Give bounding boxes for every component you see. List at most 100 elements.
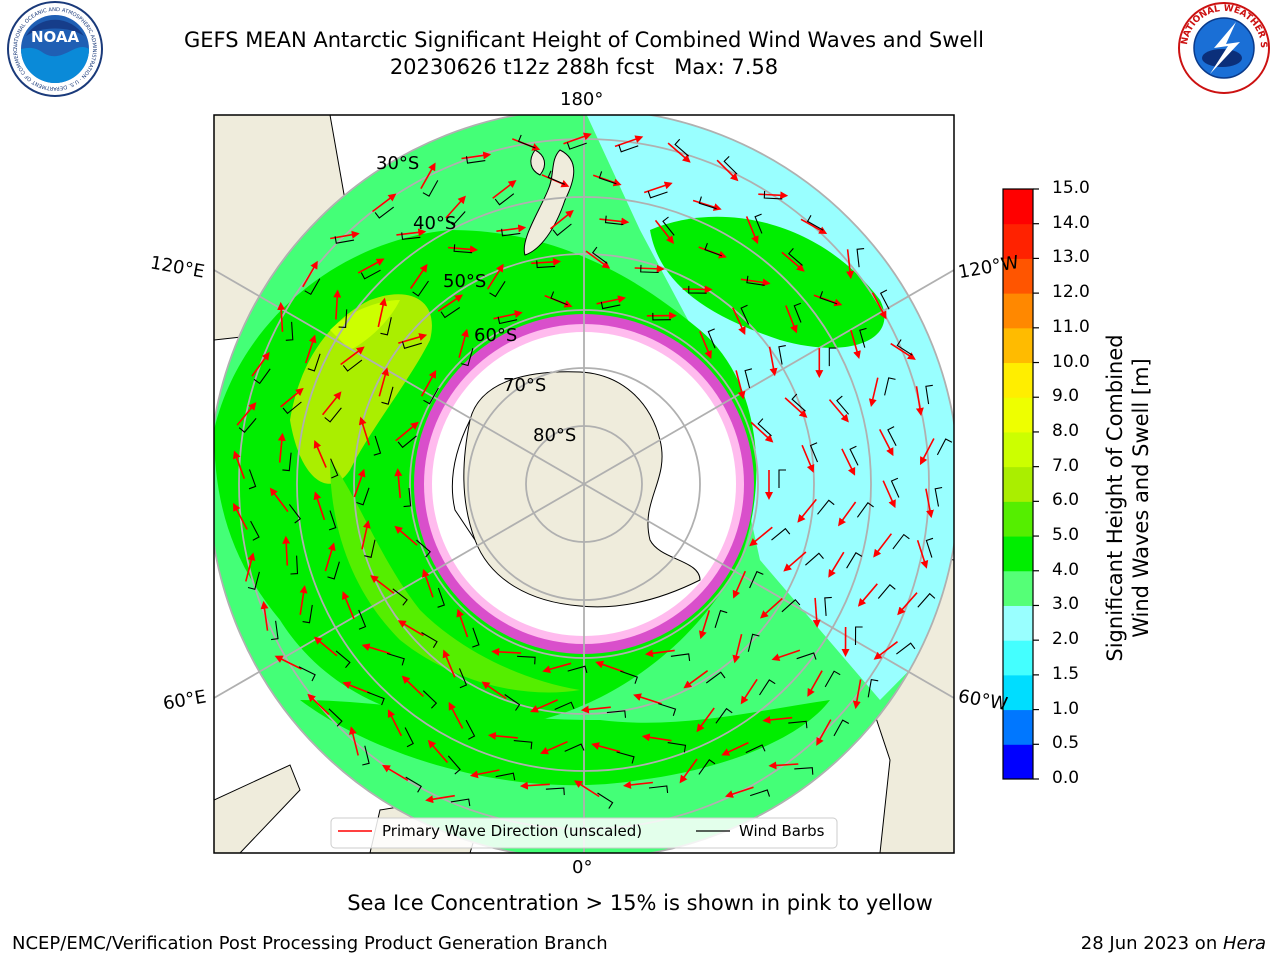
wind-barb — [817, 499, 835, 515]
wave-direction-arrow — [437, 294, 464, 312]
wave-direction-arrow — [361, 643, 391, 655]
colorbar-tick-label: 13.0 — [1052, 247, 1090, 268]
wind-barb — [298, 666, 316, 682]
wind-barb — [698, 759, 716, 775]
wave-direction-arrow — [542, 662, 572, 674]
wind-barb — [824, 596, 832, 616]
wave-direction-arrows — [232, 132, 935, 804]
noaa-logo: NOAA NATIONAL OCEANIC AND ATMOSPHERIC AD… — [0, 1, 103, 97]
wave-direction-arrow — [341, 591, 355, 620]
wind-barb — [778, 345, 786, 365]
wind-barb — [328, 708, 343, 727]
wave-direction-arrow — [313, 439, 327, 468]
wind-barb — [884, 377, 896, 396]
wind-barb — [517, 134, 536, 149]
wind-barb — [597, 792, 614, 809]
wind-barb — [925, 384, 933, 405]
wave-direction-arrow — [749, 526, 773, 547]
colorbar-segment — [1003, 744, 1033, 780]
wind-barb — [290, 555, 299, 575]
colorbar-segment — [1003, 605, 1033, 641]
wind-barb — [879, 289, 890, 310]
colorbar-segment — [1003, 640, 1033, 676]
wave-direction-arrow — [797, 498, 817, 523]
wind-barb — [740, 304, 750, 325]
wave-direction-arrow — [304, 334, 317, 364]
wind-barb — [536, 260, 556, 269]
wind-barb — [616, 751, 635, 764]
wind-barb — [796, 652, 817, 660]
wind-barb — [662, 216, 675, 236]
wind-barb — [564, 743, 585, 752]
wave-direction-arrow — [378, 367, 390, 397]
colorbar-segment — [1003, 397, 1033, 433]
wind-barb — [856, 502, 874, 518]
colorbar-tick-label: 7.0 — [1052, 455, 1080, 476]
wave-direction-arrow — [783, 551, 807, 572]
legend-wind-barbs: Wind Barbs — [739, 822, 825, 840]
lon-label-0: 0° — [572, 857, 593, 878]
wave-direction-arrow — [448, 701, 464, 729]
wave-direction-arrow — [760, 597, 783, 619]
wind-barb — [648, 785, 669, 794]
wave-direction-arrow — [324, 542, 336, 572]
lat-label-40s: 40°S — [413, 213, 457, 234]
wind-barb — [412, 280, 429, 297]
wave-direction-arrow — [591, 742, 621, 753]
wave-direction-arrow — [768, 761, 799, 770]
wind-barb — [271, 620, 279, 641]
wind-barb — [618, 144, 639, 153]
wind-barb — [472, 627, 480, 648]
sea-ice-note: Sea Ice Concentration > 15% is shown in … — [347, 891, 933, 915]
wind-barb — [545, 787, 565, 796]
wave-direction-arrow — [487, 731, 518, 740]
wind-barb — [805, 552, 824, 566]
wind-barb — [715, 707, 733, 724]
wave-direction-arrow — [531, 257, 562, 266]
footer-machine: Hera — [1222, 933, 1266, 954]
colorbar-tick-label: 15.0 — [1052, 178, 1090, 198]
wind-barb — [547, 170, 565, 185]
svg-text:NOAA: NOAA — [31, 28, 80, 46]
wind-barb — [422, 690, 438, 709]
wind-barb — [566, 142, 587, 150]
wind-barb — [282, 452, 292, 472]
wind-barb — [397, 435, 417, 449]
wave-direction-arrow — [353, 468, 366, 498]
wind-barb — [338, 309, 348, 328]
colorbar-tick-label: 5.0 — [1052, 525, 1080, 546]
wave-direction-arrow — [563, 132, 592, 145]
wave-direction-arrow — [735, 370, 746, 400]
wave-direction-arrow — [277, 301, 286, 332]
wind-barb — [373, 435, 382, 456]
colorbar-tick-label: 0.0 — [1052, 768, 1080, 788]
wind-barb — [494, 193, 515, 206]
wind-barb — [806, 215, 824, 231]
wind-barb — [744, 368, 753, 389]
wave-direction-arrow — [461, 151, 492, 160]
wind-barb — [723, 156, 738, 175]
map-area — [214, 115, 954, 853]
wave-direction-arrow — [740, 278, 771, 287]
wind-barb — [404, 727, 414, 748]
wave-direction-arrow — [372, 193, 397, 213]
wave-direction-arrow — [540, 740, 568, 755]
wind-barb — [828, 347, 837, 367]
wind-barb — [304, 278, 321, 296]
colorbar-tick-label: 11.0 — [1052, 316, 1090, 337]
lat-label-50s: 50°S — [443, 271, 487, 292]
wind-barb — [422, 180, 439, 197]
wind-barb — [781, 599, 801, 613]
chart-title: GEFS MEAN Antarctic Significant Height o… — [183, 28, 985, 52]
wind-barb — [367, 691, 385, 706]
wave-direction-arrow — [762, 715, 793, 724]
wind-barb — [763, 190, 783, 200]
wave-direction-arrow — [750, 421, 774, 443]
wind-barb — [356, 487, 370, 506]
wave-direction-arrow — [358, 416, 371, 446]
wind-barb — [849, 445, 859, 466]
wave-direction-arrow — [915, 386, 924, 416]
wind-barb — [302, 604, 313, 624]
wave-direction-arrow — [307, 693, 330, 715]
